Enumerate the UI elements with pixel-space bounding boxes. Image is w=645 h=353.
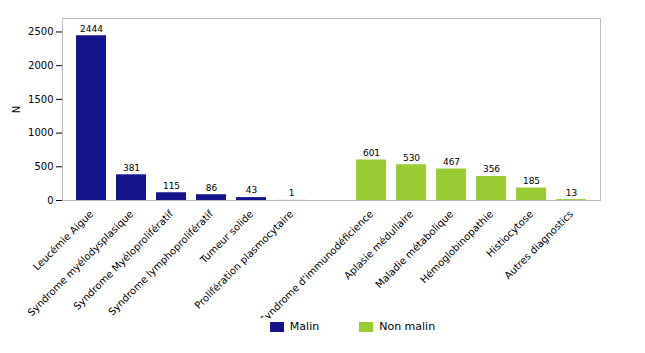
svg-text:43: 43 bbox=[246, 185, 257, 195]
svg-text:86: 86 bbox=[206, 183, 218, 193]
svg-text:185: 185 bbox=[523, 176, 540, 186]
svg-text:381: 381 bbox=[123, 163, 140, 173]
svg-text:2000: 2000 bbox=[28, 60, 53, 71]
html-text:Non malin: Non malin bbox=[379, 320, 436, 333]
svg-text:13: 13 bbox=[566, 188, 577, 198]
svg-text:N: N bbox=[11, 106, 22, 113]
svg-text:530: 530 bbox=[403, 153, 420, 163]
svg-text:2444: 2444 bbox=[80, 24, 103, 34]
svg-text:1: 1 bbox=[289, 188, 295, 198]
svg-text:1500: 1500 bbox=[28, 94, 53, 105]
svg-text:Tumeur solide: Tumeur solide bbox=[198, 208, 256, 266]
svg-text:Histiocytose: Histiocytose bbox=[484, 208, 536, 260]
svg-text:Aplasie médullaire: Aplasie médullaire bbox=[342, 208, 415, 281]
svg-text:356: 356 bbox=[483, 164, 500, 174]
svg-text:2500: 2500 bbox=[28, 26, 53, 37]
svg-text:Syndrome lymphoprolifératif: Syndrome lymphoprolifératif bbox=[106, 208, 216, 318]
svg-text:500: 500 bbox=[34, 161, 53, 172]
svg-text:1000: 1000 bbox=[28, 127, 53, 138]
svg-text:Prolifération plasmocytaire: Prolifération plasmocytaire bbox=[192, 208, 296, 311]
svg-text:601: 601 bbox=[363, 148, 380, 158]
svg-text:0: 0 bbox=[47, 195, 53, 206]
svg-text:Hémoglobinopathie: Hémoglobinopathie bbox=[418, 208, 495, 285]
svg-text:Leucémie Aigue: Leucémie Aigue bbox=[30, 208, 96, 273]
svg-text:115: 115 bbox=[163, 181, 180, 191]
svg-text:Autres diagnostics: Autres diagnostics bbox=[502, 208, 575, 281]
svg-text:Maladie métabolique: Maladie métabolique bbox=[373, 208, 455, 290]
svg-text:467: 467 bbox=[443, 157, 460, 167]
html-text:Malin: Malin bbox=[289, 320, 320, 333]
svg-text:Syndrome Myéloprolifératif: Syndrome Myéloprolifératif bbox=[71, 208, 176, 312]
